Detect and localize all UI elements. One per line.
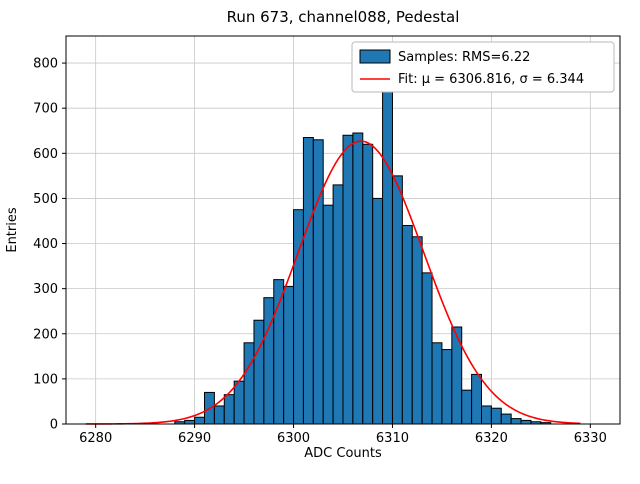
chart-title: Run 673, channel088, Pedestal [227, 8, 460, 26]
histogram-bar [283, 285, 295, 425]
histogram-bar [490, 407, 502, 425]
y-tick-label: 0 [50, 418, 58, 433]
histogram-bar [471, 373, 483, 425]
x-tick-label: 6330 [574, 431, 607, 446]
legend-sample-label: Samples: RMS=6.22 [398, 50, 530, 65]
y-tick-label: 200 [33, 327, 58, 342]
histogram-bar [461, 389, 473, 425]
fit-line [85, 140, 581, 425]
x-axis-label: ADC Counts [304, 446, 382, 461]
y-tick-label: 800 [33, 57, 58, 72]
legend-sample-patch [359, 49, 391, 64]
y-tick-label: 700 [33, 102, 58, 117]
histogram-bar [302, 137, 314, 425]
histogram-bar [243, 342, 255, 425]
histogram-bar [273, 279, 285, 425]
histogram-bar [431, 342, 443, 425]
histogram-bar [332, 184, 344, 425]
x-tick-label: 6310 [376, 431, 409, 446]
histogram-bar [322, 204, 334, 425]
y-axis-label: Entries [5, 207, 20, 253]
histogram-bar [441, 349, 453, 425]
y-tick-label: 600 [33, 147, 58, 162]
histogram-bar [520, 419, 532, 425]
legend-fit-label: Fit: μ = 6306.816, σ = 6.344 [398, 72, 584, 87]
histogram-bar [253, 319, 265, 425]
histogram-bar [500, 413, 512, 425]
gaussian-fit-curve [85, 140, 581, 425]
histogram-bar [352, 132, 364, 425]
histogram-bar [362, 143, 374, 425]
y-tick-label: 500 [33, 192, 58, 207]
histogram-bar [213, 405, 225, 425]
x-tick-label: 6280 [79, 431, 112, 446]
histogram-bar [263, 297, 275, 425]
x-tick-label: 6320 [475, 431, 508, 446]
y-tick-label: 300 [33, 282, 58, 297]
axes: 6280 6290 6300 6310 6320 6330 0 100 200 300 400 500… [33, 35, 621, 446]
y-tick-label: 100 [33, 372, 58, 387]
histogram-bar [510, 418, 522, 425]
histogram-bar [342, 134, 354, 425]
legend: Samples: RMS=6.22 Fit: μ = 6306.816, σ = … [351, 41, 615, 93]
histogram-bar [391, 175, 403, 425]
histogram-bars [174, 87, 552, 425]
histogram-bar [194, 416, 206, 425]
y-tick-label: 400 [33, 237, 58, 252]
histogram-bar [372, 197, 384, 425]
histogram-bar [481, 405, 492, 425]
histogram-bar [421, 272, 433, 425]
histogram-bar [401, 224, 413, 425]
legend-box [351, 41, 615, 93]
histogram-bar [184, 419, 196, 425]
histogram-bar [382, 87, 393, 425]
histogram-bar [411, 236, 423, 425]
histogram-bar [312, 139, 324, 425]
x-tick-label: 6300 [277, 431, 310, 446]
plot-border [65, 35, 621, 425]
histogram-bar [233, 380, 245, 425]
x-tick-label: 6290 [178, 431, 211, 446]
histogram-bar [223, 394, 235, 425]
